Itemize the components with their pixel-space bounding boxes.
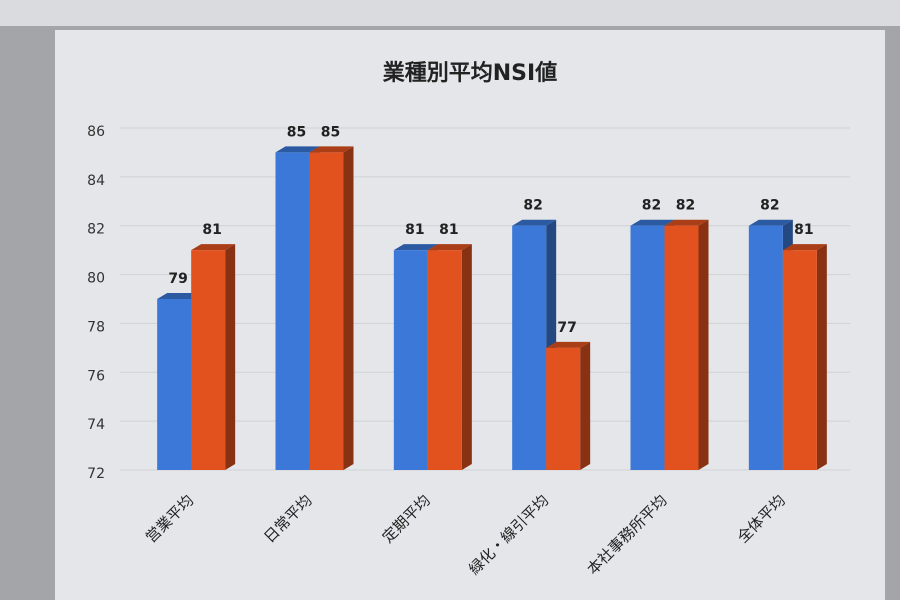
chart-title: 業種別平均NSI値: [383, 60, 557, 86]
bar: [309, 152, 344, 470]
bar-top: [512, 219, 557, 226]
value-label: 77: [557, 320, 576, 336]
value-label: 79: [168, 271, 187, 287]
bar: [782, 250, 817, 470]
bar-top: [309, 146, 354, 153]
bar-top: [630, 219, 675, 226]
bar: [512, 225, 547, 470]
value-label: 81: [405, 222, 424, 238]
bar: [427, 250, 462, 470]
bar-top: [782, 244, 827, 251]
bar: [157, 299, 192, 470]
bar: [630, 225, 665, 470]
bar-side: [225, 244, 236, 470]
bar-top: [427, 244, 472, 251]
value-label: 82: [676, 198, 695, 214]
bar-side: [343, 146, 354, 470]
y-tick-label: 76: [87, 368, 105, 384]
bar-top: [157, 293, 202, 299]
y-tick-label: 86: [87, 124, 105, 140]
bar: [191, 250, 226, 470]
value-label: 85: [287, 124, 306, 140]
bar-top: [191, 244, 236, 251]
bar: [748, 225, 783, 470]
value-label: 81: [439, 222, 458, 238]
bar: [664, 225, 699, 470]
value-label: 81: [794, 222, 813, 238]
y-tick-label: 84: [87, 173, 105, 189]
paper-top: [0, 0, 900, 26]
bar-top: [664, 219, 709, 226]
y-tick-label: 78: [87, 319, 105, 335]
bar: [546, 347, 581, 470]
value-label: 82: [760, 198, 779, 214]
y-tick-label: 80: [87, 271, 105, 287]
bar: [275, 152, 310, 470]
value-label: 82: [523, 198, 542, 214]
bar-side: [816, 244, 827, 470]
bar-top: [748, 219, 793, 226]
value-label: 81: [202, 222, 221, 238]
y-tick-label: 72: [87, 466, 105, 482]
bar: [393, 250, 428, 470]
bar-top: [275, 146, 320, 153]
value-label: 82: [642, 198, 661, 214]
bar-side: [461, 244, 472, 470]
bar-side: [698, 219, 709, 470]
y-tick-label: 74: [87, 417, 105, 433]
value-label: 85: [321, 124, 340, 140]
y-tick-label: 82: [87, 222, 105, 238]
bar-top: [546, 341, 591, 348]
bar-top: [393, 244, 438, 251]
bar-side: [580, 341, 591, 470]
